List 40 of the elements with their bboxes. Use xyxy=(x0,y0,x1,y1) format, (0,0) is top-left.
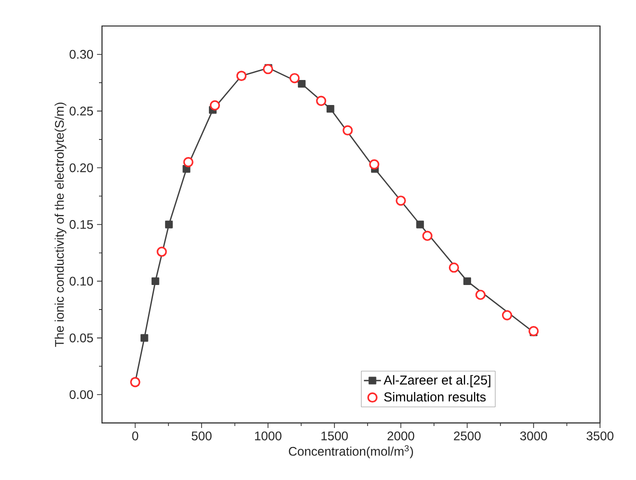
x-tick-label: 2000 xyxy=(388,432,414,440)
x-axis-title: Concentration(mol/m$^{3}$) xyxy=(288,445,414,458)
point xyxy=(183,157,194,168)
point xyxy=(262,64,274,74)
legend-label: Simulation results xyxy=(384,392,486,402)
point xyxy=(152,277,160,286)
y-tick-label: 0.05 xyxy=(70,333,93,342)
x-tick-label: 1500 xyxy=(321,432,348,440)
y-tick-label: 0.15 xyxy=(70,220,93,229)
point xyxy=(416,220,424,228)
point xyxy=(140,334,148,342)
point xyxy=(463,277,472,286)
point xyxy=(342,125,353,136)
point xyxy=(396,196,406,206)
point xyxy=(369,159,380,170)
y-tick-label: 0.00 xyxy=(70,390,94,400)
x-tick-label: 500 xyxy=(192,432,212,440)
point xyxy=(422,230,432,241)
point xyxy=(165,220,173,228)
point xyxy=(289,73,300,84)
point xyxy=(182,165,190,173)
point xyxy=(326,104,334,113)
point xyxy=(298,80,306,88)
y-axis-title: The ionic conductivity of the electrolyte(S/m) xyxy=(54,102,66,347)
x-tick-label: 3000 xyxy=(520,432,548,440)
point xyxy=(502,310,512,320)
x-tick-label: 3500 xyxy=(586,432,614,440)
y-tick-label: 0.30 xyxy=(70,50,94,59)
point xyxy=(210,100,220,110)
legend-label: Al-Zareer et al.[25] xyxy=(384,375,490,388)
x-tick-label: 0 xyxy=(132,432,138,440)
point xyxy=(475,290,486,300)
point xyxy=(316,96,326,106)
x-tick-label: 1000 xyxy=(255,432,282,440)
y-tick-label: 0.10 xyxy=(70,276,94,286)
y-tick-label: 0.25 xyxy=(70,106,93,116)
point xyxy=(448,262,460,273)
point xyxy=(156,246,167,257)
y-tick-label: 0.20 xyxy=(70,163,94,172)
x-tick-label: 2500 xyxy=(454,432,481,440)
